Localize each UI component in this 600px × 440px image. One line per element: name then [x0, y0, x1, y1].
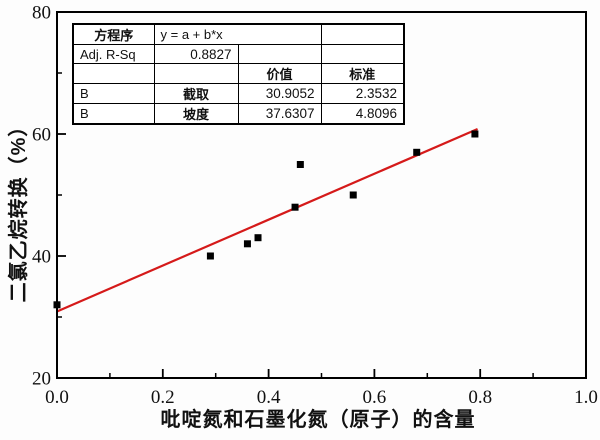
intercept-value-cell: 30.9052 [237, 83, 322, 104]
empty-cell [72, 63, 155, 84]
regression-line [56, 127, 478, 313]
intercept-label-cell: 截取 [153, 83, 239, 104]
regression-stats-table: 方程序 y = a + b*x Adj. R-Sq 0.8827 价值 标准 B… [72, 23, 405, 125]
std-header-cell: 标准 [320, 63, 405, 84]
slope-value-cell: 37.6307 [237, 103, 322, 125]
empty-cell [237, 44, 322, 64]
data-point [413, 148, 421, 156]
intercept-std-cell: 2.3532 [320, 83, 405, 104]
slope-label-cell: 坡度 [153, 103, 239, 125]
empty-cell [153, 63, 239, 84]
y-tick-label: 20 [32, 369, 51, 390]
data-point [206, 252, 214, 260]
data-point [291, 203, 299, 211]
x-tick-label: 0.4 [257, 387, 281, 408]
data-point [349, 191, 357, 199]
x-tick-label: 1.0 [574, 387, 598, 408]
series-name-cell: B [72, 83, 155, 104]
empty-cell [320, 23, 405, 45]
equation-value-cell: y = a + b*x [153, 23, 322, 45]
table-row: 方程序 y = a + b*x [72, 23, 405, 45]
data-point [243, 240, 251, 248]
data-point [254, 234, 262, 242]
slope-std-cell: 4.8096 [320, 103, 405, 125]
y-axis-title: 二氯乙烷转换（%） [8, 115, 30, 303]
adj-rsq-value-cell: 0.8827 [153, 44, 239, 64]
x-tick-label: 0.8 [468, 387, 492, 408]
table-row: B 截取 30.9052 2.3532 [72, 83, 405, 104]
plot-frame [56, 11, 587, 379]
table-row: B 坡度 37.6307 4.8096 [72, 103, 405, 125]
x-tick-label: 0.2 [151, 387, 175, 408]
adj-rsq-label-cell: Adj. R-Sq [72, 44, 155, 64]
table-row: 价值 标准 [72, 63, 405, 84]
y-tick-label: 80 [32, 3, 51, 24]
data-point [296, 161, 304, 168]
x-axis-title: 吡啶氮和石墨化氮（原子）的含量 [160, 409, 476, 431]
equation-label-cell: 方程序 [72, 23, 155, 45]
table-row: Adj. R-Sq 0.8827 [72, 44, 405, 64]
data-point [471, 130, 479, 138]
y-tick-label: 60 [32, 125, 51, 146]
x-tick-label: 0.0 [45, 387, 69, 408]
empty-cell [320, 44, 405, 64]
x-tick-label: 0.6 [363, 387, 387, 408]
value-header-cell: 价值 [237, 63, 322, 84]
y-tick-label: 40 [32, 247, 51, 268]
series-name-cell: B [72, 103, 155, 125]
